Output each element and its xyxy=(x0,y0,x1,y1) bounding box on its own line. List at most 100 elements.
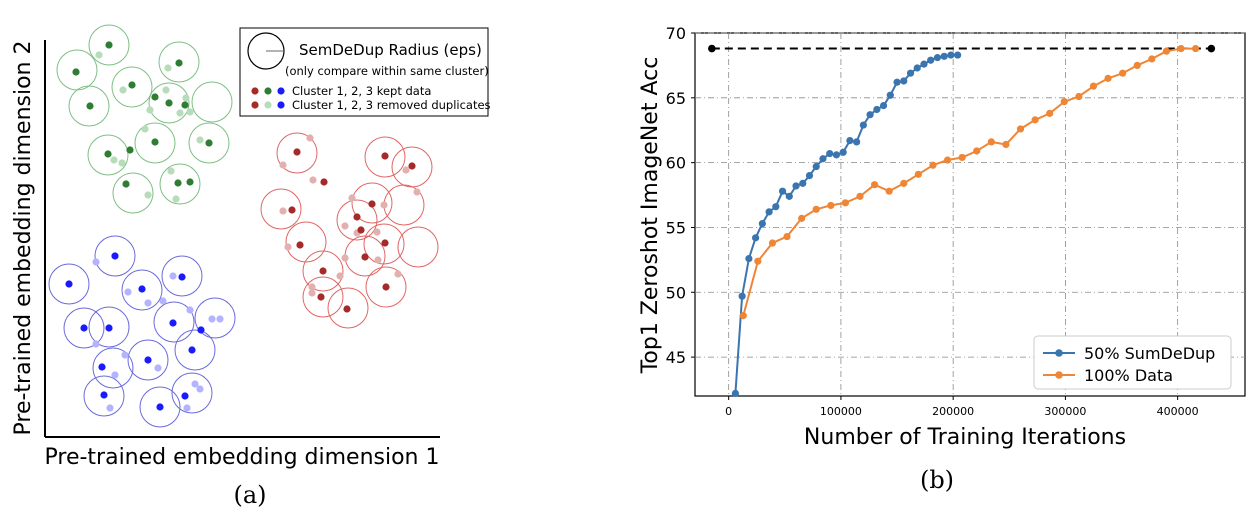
series-0-point xyxy=(778,187,787,195)
kept-point-cluster-3 xyxy=(65,280,73,288)
kept-point-cluster-1 xyxy=(105,41,113,49)
series-0-point xyxy=(886,91,894,99)
series-1-point xyxy=(1104,74,1112,82)
series-1-point xyxy=(768,239,777,247)
removed-point-cluster-2 xyxy=(341,222,349,230)
kept-point-cluster-2 xyxy=(381,152,389,160)
radius-circle xyxy=(87,134,129,176)
radius-circle xyxy=(174,329,216,371)
kept-point-cluster-3 xyxy=(144,356,152,364)
removed-point-cluster-2 xyxy=(394,270,402,278)
reference-endpoint-marker xyxy=(708,44,716,53)
series-1-point xyxy=(1148,55,1156,63)
removed-point-cluster-2 xyxy=(284,243,292,251)
x-tick-label: 0 xyxy=(725,405,732,418)
kept-point-cluster-3 xyxy=(80,324,88,332)
series-0-point xyxy=(933,54,942,62)
series-1-point xyxy=(1031,116,1039,124)
removed-point-cluster-3 xyxy=(191,380,199,388)
legend-removed-marker-3 xyxy=(277,101,285,109)
series-1-point xyxy=(827,201,835,210)
series-0-point xyxy=(927,56,935,64)
x-tick-label: 400000 xyxy=(1157,405,1199,418)
reference-endpoint-marker xyxy=(1207,44,1216,53)
removed-point-cluster-2 xyxy=(279,207,287,215)
kept-point-cluster-3 xyxy=(105,324,113,332)
kept-point-cluster-3 xyxy=(138,285,146,293)
series-0-point xyxy=(846,137,854,145)
removed-point-cluster-3 xyxy=(216,315,224,323)
radius-circle xyxy=(159,163,201,205)
kept-point-cluster-2 xyxy=(343,305,351,313)
removed-point-cluster-2 xyxy=(279,161,287,169)
radius-circle xyxy=(92,347,134,389)
radius-circle xyxy=(188,122,230,164)
series-0-point xyxy=(738,292,746,300)
kept-point-cluster-1 xyxy=(122,180,130,188)
series-1-point xyxy=(1046,109,1054,117)
series-1-point xyxy=(1162,47,1171,55)
series-1-point xyxy=(812,205,820,213)
removed-point-cluster-3 xyxy=(106,404,114,412)
radius-circle xyxy=(111,66,153,108)
removed-point-cluster-3 xyxy=(92,340,100,348)
removed-point-cluster-2 xyxy=(309,176,317,184)
kept-point-cluster-1 xyxy=(72,68,80,76)
kept-point-cluster-2 xyxy=(382,283,390,291)
series-1-point xyxy=(973,147,981,155)
removed-point-cluster-1 xyxy=(162,86,170,94)
legend-removed-marker-1 xyxy=(251,101,259,109)
series-1-point xyxy=(1133,61,1141,70)
removed-point-cluster-2 xyxy=(341,254,349,262)
removed-point-cluster-1 xyxy=(176,109,184,117)
y-tick-label: 65 xyxy=(666,89,686,108)
radius-circle xyxy=(161,255,203,297)
radius-circles-group xyxy=(48,24,439,428)
kept-point-cluster-1 xyxy=(126,146,134,154)
radius-circle xyxy=(83,375,125,417)
legend: SemDeDup Radius (eps) (only compare with… xyxy=(239,27,491,117)
removed-point-cluster-3 xyxy=(121,351,129,359)
legend-removed-label: Cluster 1, 2, 3 removed duplicates xyxy=(292,98,491,112)
series-line-0 xyxy=(734,54,958,394)
kept-point-cluster-2 xyxy=(361,253,369,261)
kept-point-cluster-1 xyxy=(86,102,94,110)
kept-point-cluster-2 xyxy=(288,206,296,214)
removed-point-cluster-3 xyxy=(144,299,152,307)
legend-radius-note: (only compare within same cluster) xyxy=(285,64,489,78)
radius-circle xyxy=(88,306,130,348)
kept-point-cluster-2 xyxy=(408,162,416,170)
x-tick-label: 300000 xyxy=(1044,405,1086,418)
kept-point-cluster-1 xyxy=(104,150,112,158)
radius-circle xyxy=(397,226,439,268)
removed-point-cluster-1 xyxy=(196,136,204,144)
removed-point-cluster-3 xyxy=(124,288,132,296)
kept-point-cluster-2 xyxy=(319,267,327,275)
kept-point-cluster-1 xyxy=(205,139,213,147)
kept-point-cluster-2 xyxy=(296,241,304,249)
series-1-point xyxy=(1089,82,1098,90)
legend-label-0: 50% SumDeDup xyxy=(1084,344,1215,363)
kept-point-cluster-3 xyxy=(169,319,177,327)
series-1-point xyxy=(1060,98,1068,106)
kept-point-cluster-1 xyxy=(151,138,159,146)
kept-point-cluster-1 xyxy=(181,101,189,109)
kept-point-cluster-3 xyxy=(178,273,186,281)
radius-circle xyxy=(171,372,213,414)
removed-point-cluster-3 xyxy=(186,306,194,314)
y-tick-label: 70 xyxy=(666,24,686,43)
removed-point-cluster-2 xyxy=(373,228,381,236)
removed-point-cluster-3 xyxy=(111,371,119,379)
y-tick-labels: 45 50 55 60 65 70 xyxy=(666,24,695,367)
radius-circle xyxy=(260,188,302,230)
series-0-point xyxy=(873,105,881,114)
removed-point-cluster-2 xyxy=(306,134,314,142)
radius-circle xyxy=(139,386,181,428)
removed-point-cluster-3 xyxy=(169,272,177,280)
y-axis-title: Pre-trained embedding dimension 2 xyxy=(11,41,36,436)
radius-circle xyxy=(88,24,130,66)
series-1-point xyxy=(798,214,806,222)
radius-circle xyxy=(158,41,200,83)
embedding-scatter-panel: Pre-trained embedding dimension 1 Pre-tr… xyxy=(11,24,491,509)
removed-point-cluster-2 xyxy=(380,201,388,209)
